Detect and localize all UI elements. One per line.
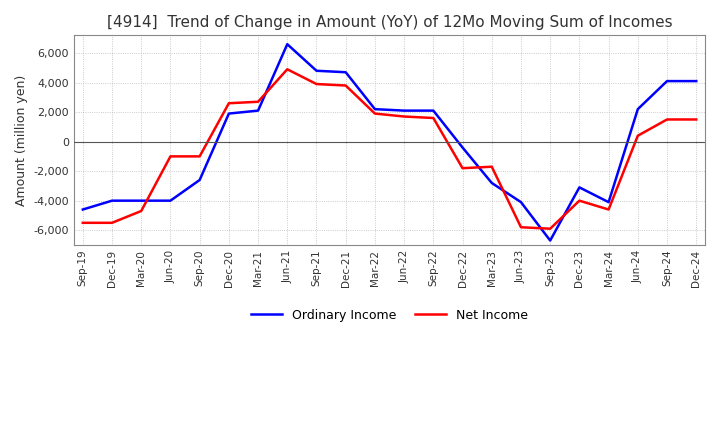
Title: [4914]  Trend of Change in Amount (YoY) of 12Mo Moving Sum of Incomes: [4914] Trend of Change in Amount (YoY) o… bbox=[107, 15, 672, 30]
Net Income bbox=[108, 220, 117, 225]
Net Income bbox=[634, 133, 642, 138]
Ordinary Income bbox=[575, 185, 584, 190]
Ordinary Income bbox=[517, 199, 526, 205]
Ordinary Income bbox=[137, 198, 145, 203]
Net Income bbox=[692, 117, 701, 122]
Ordinary Income bbox=[429, 108, 438, 113]
Net Income bbox=[487, 164, 496, 169]
Net Income bbox=[604, 207, 613, 212]
Net Income bbox=[253, 99, 262, 104]
Net Income bbox=[137, 209, 145, 214]
Net Income bbox=[517, 224, 526, 230]
Line: Net Income: Net Income bbox=[83, 69, 696, 229]
Ordinary Income bbox=[692, 78, 701, 84]
Ordinary Income bbox=[487, 180, 496, 186]
Net Income bbox=[283, 66, 292, 72]
Net Income bbox=[458, 165, 467, 171]
Ordinary Income bbox=[108, 198, 117, 203]
Ordinary Income bbox=[312, 68, 321, 73]
Net Income bbox=[225, 101, 233, 106]
Net Income bbox=[341, 83, 350, 88]
Net Income bbox=[78, 220, 87, 225]
Net Income bbox=[429, 115, 438, 121]
Ordinary Income bbox=[371, 106, 379, 112]
Ordinary Income bbox=[604, 199, 613, 205]
Net Income bbox=[662, 117, 671, 122]
Ordinary Income bbox=[225, 111, 233, 116]
Ordinary Income bbox=[662, 78, 671, 84]
Net Income bbox=[400, 114, 408, 119]
Net Income bbox=[195, 154, 204, 159]
Net Income bbox=[312, 81, 321, 87]
Net Income bbox=[166, 154, 175, 159]
Ordinary Income bbox=[458, 145, 467, 150]
Ordinary Income bbox=[546, 238, 554, 243]
Net Income bbox=[575, 198, 584, 203]
Ordinary Income bbox=[166, 198, 175, 203]
Y-axis label: Amount (million yen): Amount (million yen) bbox=[15, 74, 28, 206]
Legend: Ordinary Income, Net Income: Ordinary Income, Net Income bbox=[246, 304, 534, 327]
Ordinary Income bbox=[283, 41, 292, 47]
Net Income bbox=[371, 111, 379, 116]
Ordinary Income bbox=[253, 108, 262, 113]
Net Income bbox=[546, 226, 554, 231]
Line: Ordinary Income: Ordinary Income bbox=[83, 44, 696, 241]
Ordinary Income bbox=[341, 70, 350, 75]
Ordinary Income bbox=[400, 108, 408, 113]
Ordinary Income bbox=[195, 177, 204, 183]
Ordinary Income bbox=[78, 207, 87, 212]
Ordinary Income bbox=[634, 106, 642, 112]
